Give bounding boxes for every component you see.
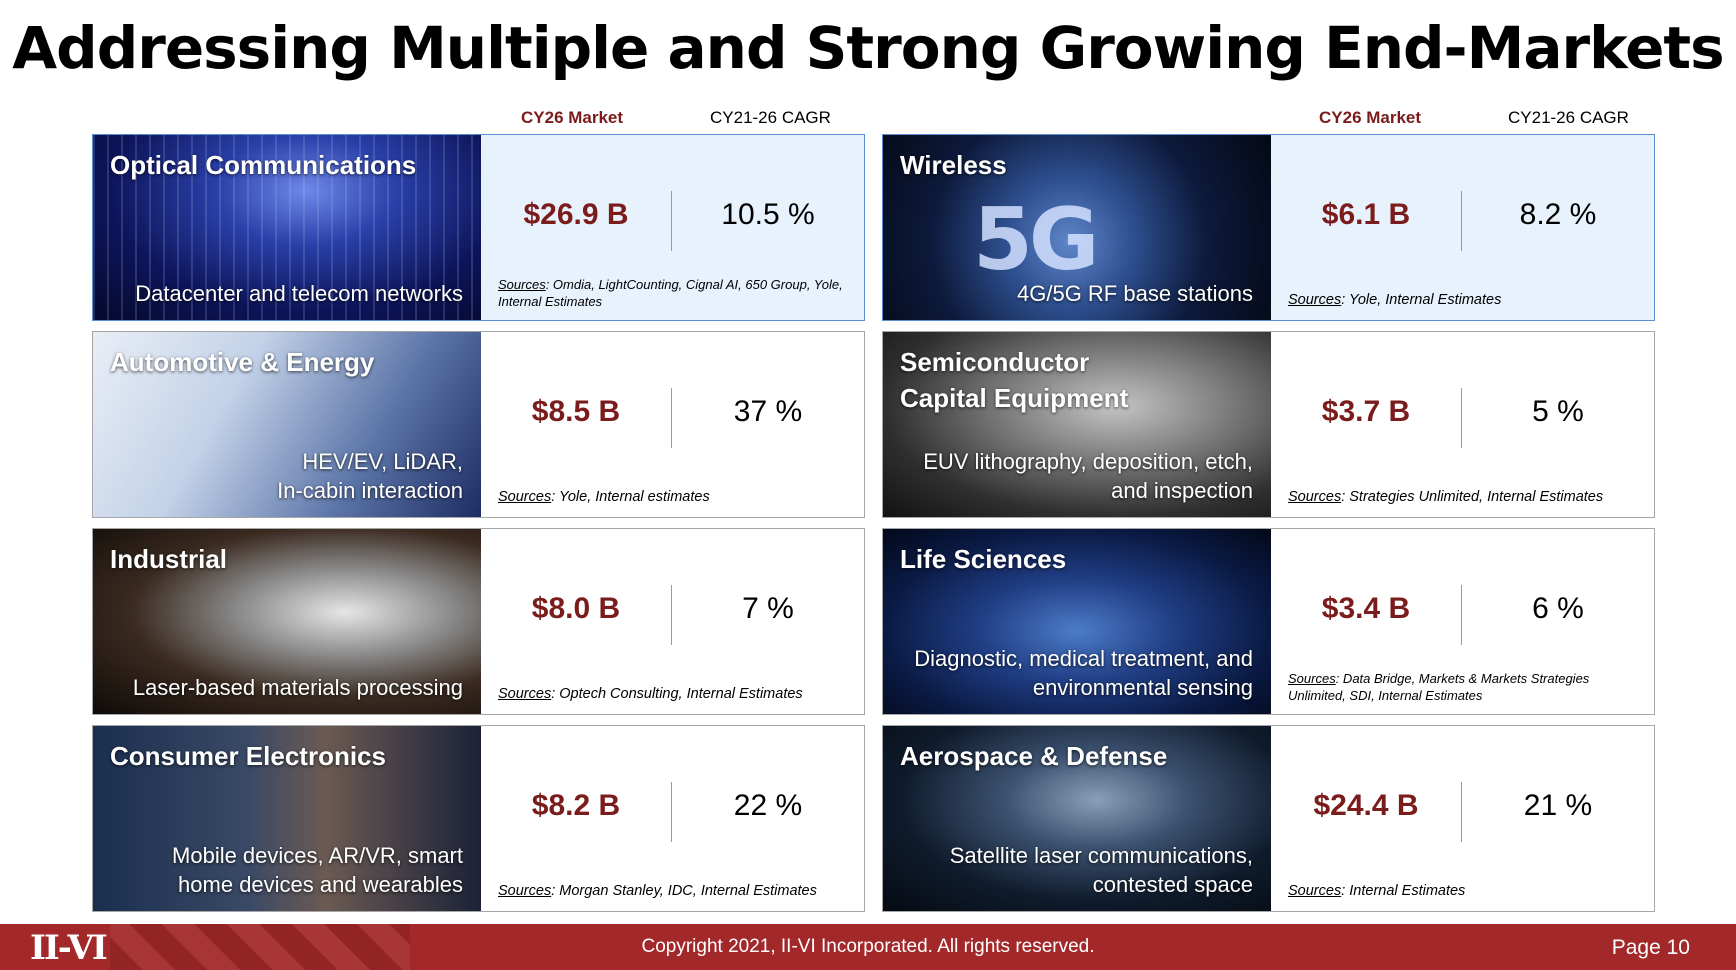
market-desc: Datacenter and telecom networks — [135, 281, 463, 306]
market-desc: Satellite laser communications, conteste… — [949, 843, 1253, 897]
market-name: Aerospace & Defense — [900, 741, 1168, 771]
column-header-cagr-left: CY21-26 CAGR — [710, 108, 831, 127]
cagr-value: 10.5 % — [721, 198, 815, 231]
market-stats: $8.0 B 7 % Sources: Optech Consulting, I… — [481, 529, 864, 714]
column-header-cagr-right: CY21-26 CAGR — [1508, 108, 1629, 127]
cagr-value: 5 % — [1532, 395, 1584, 428]
market-value: $8.2 B — [531, 789, 621, 822]
sources-note: Sources: Morgan Stanley, IDC, Internal E… — [498, 883, 817, 899]
market-stats: $8.5 B 37 % Sources: Yole, Internal esti… — [481, 332, 864, 517]
market-desc: EUV lithography, deposition, etch, and i… — [923, 449, 1253, 503]
market-name: Wireless — [900, 150, 1007, 180]
market-card-life-sciences: Life Sciences Diagnostic, medical treatm… — [882, 528, 1655, 715]
market-stats: $6.1 B 8.2 % Sources: Yole, Internal Est… — [1271, 135, 1654, 320]
consumer-image: Consumer Electronics Mobile devices, AR/… — [93, 726, 481, 911]
market-card-industrial: Industrial Laser-based materials process… — [92, 528, 865, 715]
market-stats: $24.4 B 21 % Sources: Internal Estimates — [1271, 726, 1654, 911]
market-desc: Diagnostic, medical treatment, and envir… — [914, 646, 1253, 700]
aerospace-image: Aerospace & Defense Satellite laser comm… — [883, 726, 1271, 911]
automotive-image: Automotive & Energy HEV/EV, LiDAR, In-ca… — [93, 332, 481, 517]
market-desc: 4G/5G RF base stations — [1017, 281, 1253, 306]
divider — [1461, 585, 1462, 645]
market-stats: $3.7 B 5 % Sources: Strategies Unlimited… — [1271, 332, 1654, 517]
sources-note: Sources: Strategies Unlimited, Internal … — [1288, 489, 1604, 505]
optical-image: Optical Communications Datacenter and te… — [93, 135, 481, 320]
market-stats: $3.4 B 6 % Sources: Data Bridge, Markets… — [1271, 529, 1654, 714]
market-value: $8.0 B — [531, 592, 621, 625]
industrial-image: Industrial Laser-based materials process… — [93, 529, 481, 714]
market-name: Consumer Electronics — [110, 741, 386, 771]
sources-note: Sources: Internal Estimates — [1288, 883, 1466, 899]
copyright-text: Copyright 2021, II-VI Incorporated. All … — [641, 936, 1095, 957]
page-title: Addressing Multiple and Strong Growing E… — [12, 14, 1724, 82]
divider — [671, 782, 672, 842]
market-name: Life Sciences — [900, 544, 1067, 574]
market-card-automotive: Automotive & Energy HEV/EV, LiDAR, In-ca… — [92, 331, 865, 518]
market-card-semiconductor: Semiconductor Capital Equipment EUV lith… — [882, 331, 1655, 518]
market-desc: HEV/EV, LiDAR, In-cabin interaction — [277, 449, 463, 503]
market-value: $3.7 B — [1321, 395, 1411, 428]
cagr-value: 8.2 % — [1519, 198, 1597, 231]
wireless-image: 5G Wireless 4G/5G RF base stations — [883, 135, 1271, 320]
market-name: Industrial — [110, 544, 228, 574]
market-stats: $26.9 B 10.5 % Sources: Omdia, LightCoun… — [481, 135, 864, 320]
market-value: $8.5 B — [531, 395, 621, 428]
5g-logo: 5G — [973, 190, 1099, 290]
divider — [671, 191, 672, 251]
market-card-optical: Optical Communications Datacenter and te… — [92, 134, 865, 321]
divider — [671, 585, 672, 645]
cagr-value: 6 % — [1532, 592, 1584, 625]
footer-bar: II-VI Copyright 2021, II-VI Incorporated… — [0, 924, 1736, 970]
market-value: $26.9 B — [523, 198, 629, 231]
sources-note: Sources: Yole, Internal estimates — [498, 489, 710, 505]
life-sciences-image: Life Sciences Diagnostic, medical treatm… — [883, 529, 1271, 714]
cagr-value: 7 % — [742, 592, 794, 625]
market-card-wireless: 5G Wireless 4G/5G RF base stations $6.1 … — [882, 134, 1655, 321]
market-card-aerospace: Aerospace & Defense Satellite laser comm… — [882, 725, 1655, 912]
divider — [671, 388, 672, 448]
semiconductor-image: Semiconductor Capital Equipment EUV lith… — [883, 332, 1271, 517]
market-name: Automotive & Energy — [110, 347, 375, 377]
cagr-value: 22 % — [733, 789, 803, 822]
market-card-consumer: Consumer Electronics Mobile devices, AR/… — [92, 725, 865, 912]
sources-note: Sources: Optech Consulting, Internal Est… — [498, 686, 803, 702]
market-value: $24.4 B — [1313, 789, 1419, 822]
market-name: Optical Communications — [110, 150, 417, 180]
divider — [1461, 191, 1462, 251]
divider — [1461, 388, 1462, 448]
sources-note: Sources: Data Bridge, Markets & Markets … — [1288, 671, 1590, 703]
market-desc: Mobile devices, AR/VR, smart home device… — [172, 843, 463, 897]
divider — [1461, 782, 1462, 842]
market-value: $3.4 B — [1321, 592, 1411, 625]
footer-pattern — [110, 924, 410, 970]
market-name: Semiconductor Capital Equipment — [900, 347, 1129, 413]
market-value: $6.1 B — [1321, 198, 1411, 231]
page-number: Page 10 — [1611, 936, 1690, 959]
sources-note: Sources: Yole, Internal Estimates — [1288, 292, 1502, 308]
company-logo: II-VI — [30, 928, 108, 968]
column-header-market-left: CY26 Market — [521, 108, 624, 127]
market-stats: $8.2 B 22 % Sources: Morgan Stanley, IDC… — [481, 726, 864, 911]
cagr-value: 37 % — [733, 395, 803, 428]
market-desc: Laser-based materials processing — [132, 675, 463, 700]
cagr-value: 21 % — [1523, 789, 1593, 822]
sources-note: Sources: Omdia, LightCounting, Cignal AI… — [498, 277, 843, 309]
column-header-market-right: CY26 Market — [1319, 108, 1422, 127]
